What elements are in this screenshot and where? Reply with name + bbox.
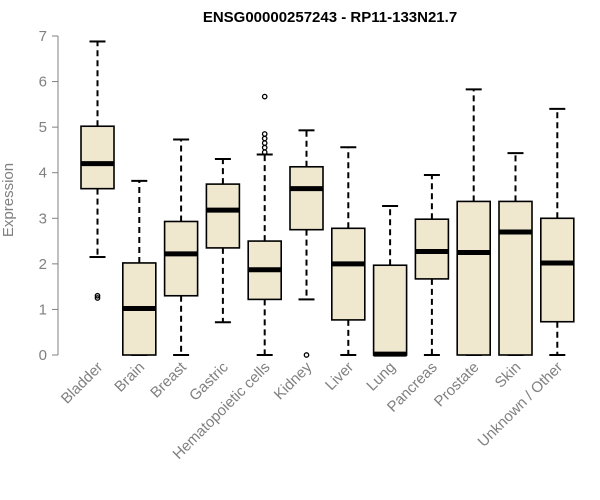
y-tick-label: 5 xyxy=(39,119,47,136)
box-lung xyxy=(372,204,408,357)
box-unknown-other xyxy=(539,107,575,356)
chart-title: ENSG00000257243 - RP11-133N21.7 xyxy=(203,9,457,26)
x-tick-label: Brain xyxy=(111,359,148,396)
iqr-box xyxy=(330,227,366,321)
iqr-box xyxy=(456,200,492,356)
outlier-point xyxy=(303,352,310,358)
x-tick-label: Skin xyxy=(492,359,525,392)
outlier-point xyxy=(261,131,268,137)
y-axis: 0 1 2 3 4 5 6 7 xyxy=(39,28,59,364)
iqr-box xyxy=(372,264,408,356)
box-prostate xyxy=(456,88,492,356)
y-tick-label: 1 xyxy=(39,301,47,318)
x-tick-label: Bladder xyxy=(58,359,107,408)
outlier-point xyxy=(261,140,268,146)
box-pancreas xyxy=(414,173,450,356)
outlier-point xyxy=(261,135,268,142)
outlier-point xyxy=(261,93,268,100)
boxes-group xyxy=(80,40,575,358)
box-skin xyxy=(498,152,533,356)
iqr-box xyxy=(163,220,199,297)
x-tick-label: Liver xyxy=(322,359,357,394)
iqr-box xyxy=(414,218,450,280)
y-axis-label: Expression xyxy=(0,163,17,237)
x-tick-label: Kidney xyxy=(271,358,316,403)
y-tick-label: 4 xyxy=(39,165,47,182)
iqr-box xyxy=(498,200,533,356)
y-tick-label: 3 xyxy=(39,210,47,227)
y-tick-label: 7 xyxy=(39,28,47,45)
box-breast xyxy=(163,138,199,356)
y-tick-label: 6 xyxy=(39,74,47,91)
y-tick-label: 0 xyxy=(39,347,47,364)
box-liver xyxy=(330,146,366,356)
iqr-box xyxy=(289,165,324,231)
y-tick-label: 2 xyxy=(39,256,47,273)
outlier-point xyxy=(94,295,101,301)
iqr-box xyxy=(539,217,575,323)
box-gastric xyxy=(205,158,241,324)
box-bladder xyxy=(80,40,115,301)
box-brain xyxy=(122,179,157,356)
x-tick-label: Lung xyxy=(363,359,399,395)
x-tick-label: Prostate xyxy=(431,359,483,411)
iqr-box xyxy=(205,183,241,249)
outlier-point xyxy=(261,144,268,151)
box-kidney xyxy=(289,129,324,358)
box-hematopoietic-cells xyxy=(247,93,282,356)
iqr-box xyxy=(80,125,115,190)
x-tick-label: Breast xyxy=(147,358,190,401)
outlier-point xyxy=(94,292,101,299)
